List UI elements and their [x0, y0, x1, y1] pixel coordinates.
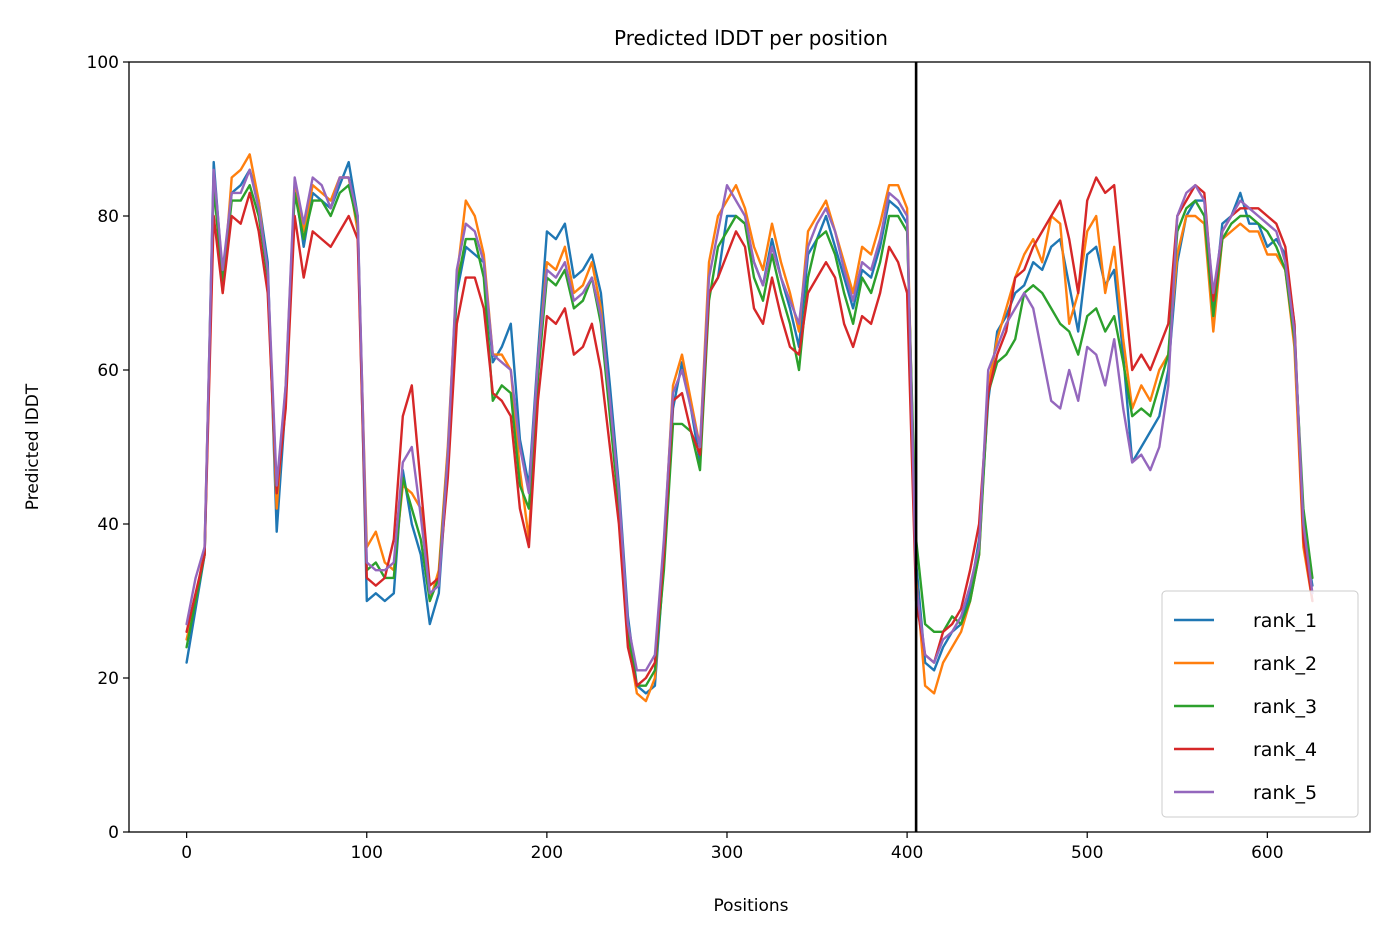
x-tick-label: 400: [891, 843, 923, 863]
series-line-rank-2: [185, 153, 1314, 703]
x-tick-label: 500: [1071, 843, 1103, 863]
chart-title: Predicted lDDT per position: [614, 26, 888, 50]
x-axis-label: Positions: [713, 896, 788, 916]
y-tick-label: 40: [97, 515, 119, 535]
y-tick-label: 0: [108, 823, 119, 843]
plot-frame: [128, 61, 1371, 833]
plot-area: [128, 61, 1371, 833]
legend-label: rank_1: [1253, 610, 1317, 632]
x-tick-label: 0: [181, 843, 192, 863]
legend-label: rank_2: [1253, 653, 1317, 675]
y-tick-label: 60: [97, 361, 119, 381]
y-tick-label: 100: [87, 53, 119, 73]
y-axis: 0 20 40 60 80 100: [87, 53, 129, 843]
legend-label: rank_3: [1253, 696, 1317, 718]
legend-frame: [1161, 590, 1359, 818]
series-line-rank-3: [185, 183, 1314, 687]
y-axis-label: Predicted lDDT: [23, 383, 43, 510]
series-line-rank-4: [185, 176, 1314, 687]
legend-label: rank_5: [1253, 782, 1317, 804]
y-tick-label: 80: [97, 207, 119, 227]
x-tick-label: 100: [351, 843, 383, 863]
y-tick-label: 20: [97, 669, 119, 689]
legend-items: rank_1 rank_2 rank_3 rank_4 rank_5: [1174, 610, 1317, 804]
x-tick-label: 200: [531, 843, 563, 863]
x-tick-label: 600: [1251, 843, 1283, 863]
legend-label: rank_4: [1253, 739, 1317, 761]
series-line-rank-5: [185, 168, 1314, 672]
x-tick-label: 300: [711, 843, 743, 863]
series-layer: [185, 153, 1314, 703]
x-axis: 0 100 200 300 400 500 600: [181, 832, 1284, 863]
legend: rank_1 rank_2 rank_3 rank_4 rank_5: [1161, 590, 1359, 818]
